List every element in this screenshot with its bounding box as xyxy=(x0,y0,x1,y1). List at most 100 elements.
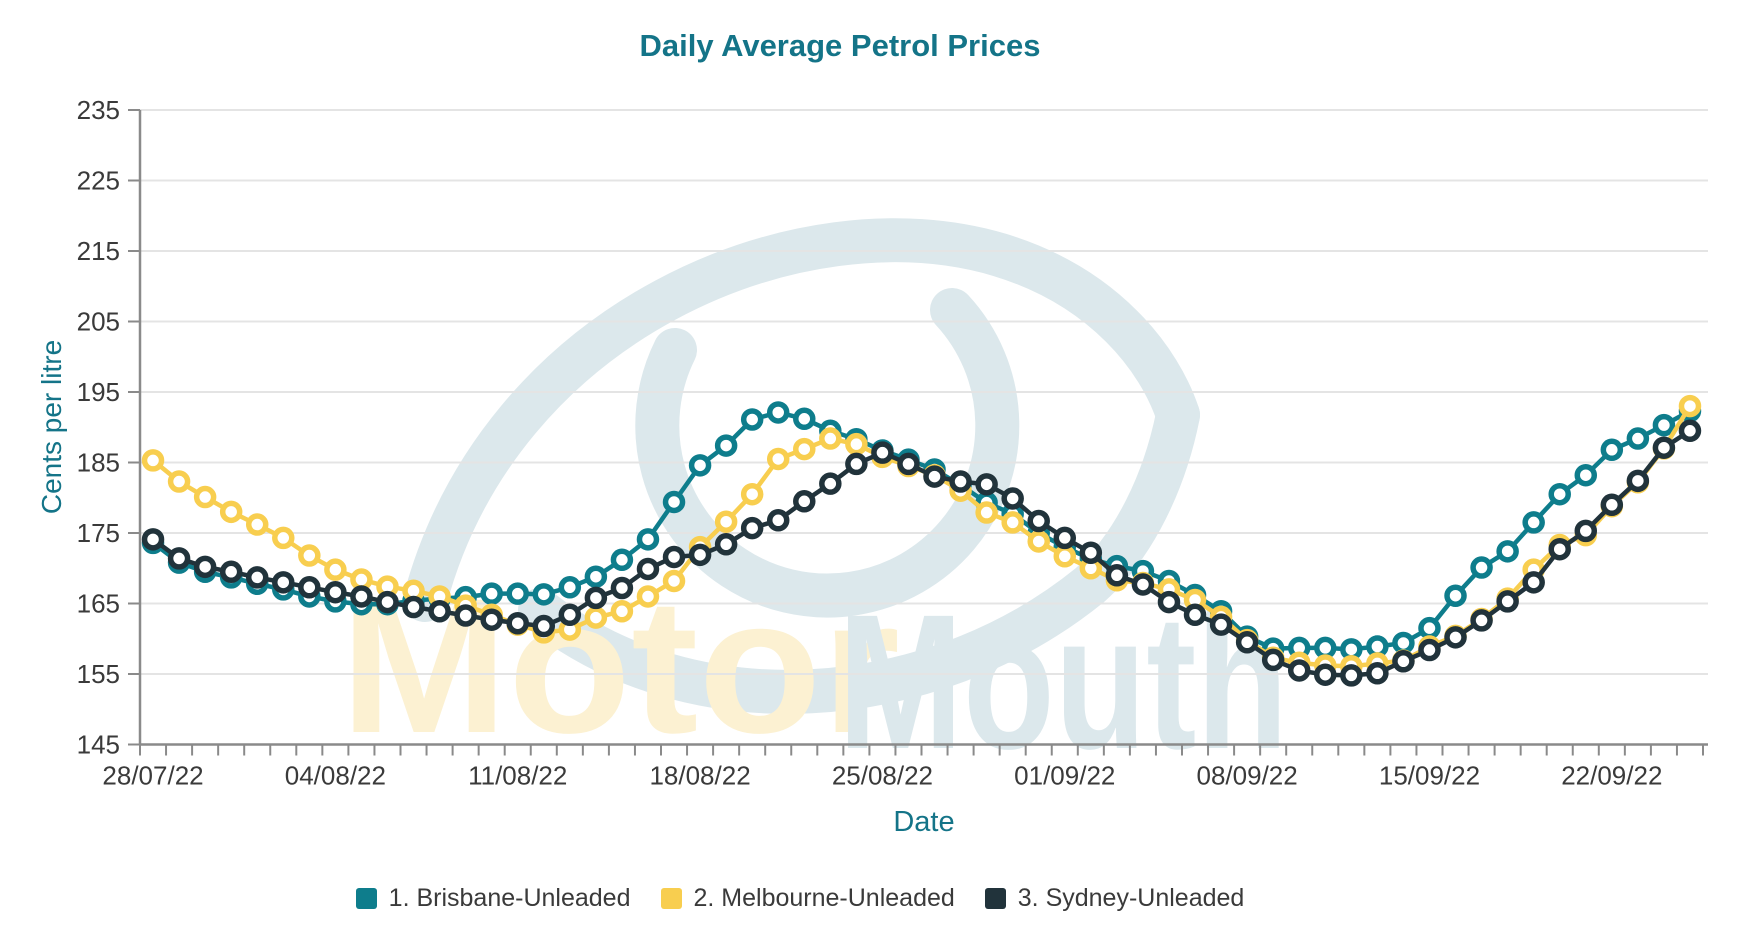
data-point-sydney[interactable]: 05/09/22: 165.2 xyxy=(1157,590,1181,614)
data-point-melbourne[interactable]: 29/08/22: 177.9 xyxy=(975,501,998,524)
data-point-sydney[interactable]: 01/09/22: 174.3 xyxy=(1053,526,1077,550)
data-point-brisbane[interactable]: 24/09/22: 190.3 xyxy=(1652,413,1676,437)
data-point-sydney[interactable]: 14/09/22: 156.8 xyxy=(1392,650,1415,673)
data-point-sydney[interactable]: 17/08/22: 171.6 xyxy=(662,545,686,569)
data-point-sydney[interactable]: 14/08/22: 165.8 xyxy=(584,586,608,610)
data-point-brisbane[interactable]: 22/09/22: 186.8 xyxy=(1600,438,1624,462)
data-point-brisbane[interactable]: 17/08/22: 179.4 xyxy=(662,490,686,514)
data-point-sydney[interactable]: 09/09/22: 157 xyxy=(1261,648,1285,672)
legend-item-brisbane[interactable]: 1. Brisbane-Unleaded xyxy=(355,884,631,913)
data-point-melbourne[interactable]: 15/08/22: 163.9 xyxy=(610,600,634,623)
data-point-sydney[interactable]: 10/09/22: 155.5 xyxy=(1287,659,1311,682)
data-point-sydney[interactable]: 31/07/22: 169.5 xyxy=(219,560,243,584)
data-point-sydney[interactable]: 02/09/22: 172.2 xyxy=(1079,541,1103,564)
data-point-melbourne[interactable]: 24/08/22: 187.6 xyxy=(845,432,868,456)
data-point-melbourne[interactable]: 14/08/22: 163 xyxy=(584,606,608,629)
data-point-sydney[interactable]: 21/08/22: 176.8 xyxy=(766,509,790,532)
data-point-sydney[interactable]: 08/09/22: 159.5 xyxy=(1235,631,1259,654)
data-point-brisbane[interactable]: 18/08/22: 184.6 xyxy=(688,454,712,477)
data-point-brisbane[interactable]: 13/08/22: 167.3 xyxy=(558,576,582,599)
data-point-brisbane[interactable]: 15/09/22: 161.5 xyxy=(1418,616,1441,640)
data-point-melbourne[interactable]: 01/09/22: 171.7 xyxy=(1053,545,1077,568)
data-point-melbourne[interactable]: 04/08/22: 169.8 xyxy=(324,558,347,581)
data-point-sydney[interactable]: 07/08/22: 164.5 xyxy=(402,595,425,619)
data-point-sydney[interactable]: 04/08/22: 166.6 xyxy=(324,580,347,604)
data-point-sydney[interactable]: 29/07/22: 171.4 xyxy=(167,547,191,570)
data-point-melbourne[interactable]: 19/08/22: 176.6 xyxy=(714,510,738,533)
data-point-sydney[interactable]: 11/09/22: 154.9 xyxy=(1314,663,1337,686)
data-point-melbourne[interactable]: 21/08/22: 185.5 xyxy=(766,447,790,471)
data-point-sydney[interactable]: 17/09/22: 162.6 xyxy=(1470,609,1493,632)
data-point-melbourne[interactable]: 03/08/22: 171.8 xyxy=(298,544,321,567)
data-point-melbourne[interactable]: 25/09/22: 193 xyxy=(1678,394,1702,418)
data-point-sydney[interactable]: 12/09/22: 154.8 xyxy=(1340,664,1363,687)
data-point-sydney[interactable]: 04/09/22: 167.7 xyxy=(1131,573,1155,596)
data-point-sydney[interactable]: 28/07/22: 174.1 xyxy=(141,528,165,551)
data-point-melbourne[interactable]: 30/08/22: 176.5 xyxy=(1001,511,1024,534)
data-point-sydney[interactable]: 28/08/22: 182.3 xyxy=(949,470,972,493)
data-point-sydney[interactable]: 10/08/22: 162.7 xyxy=(480,608,503,631)
data-point-sydney[interactable]: 19/08/22: 173.4 xyxy=(714,533,738,556)
data-point-sydney[interactable]: 19/09/22: 168 xyxy=(1522,571,1545,594)
data-point-sydney[interactable]: 26/08/22: 184.8 xyxy=(897,452,920,476)
legend-item-melbourne[interactable]: 2. Melbourne-Unleaded xyxy=(660,884,955,913)
data-point-sydney[interactable]: 01/08/22: 168.7 xyxy=(245,566,269,589)
data-point-brisbane[interactable]: 15/08/22: 171.2 xyxy=(610,548,634,572)
data-point-melbourne[interactable]: 23/08/22: 188.4 xyxy=(819,427,842,450)
data-point-melbourne[interactable]: 17/08/22: 168.2 xyxy=(662,569,686,593)
data-point-sydney[interactable]: 05/08/22: 166 xyxy=(350,585,373,608)
data-point-sydney[interactable]: 13/08/22: 163.4 xyxy=(558,603,582,627)
data-point-brisbane[interactable]: 14/09/22: 159.4 xyxy=(1392,631,1415,655)
data-point-brisbane[interactable]: 19/08/22: 187.4 xyxy=(714,434,738,457)
data-point-brisbane[interactable]: 19/09/22: 176.5 xyxy=(1522,511,1545,534)
data-point-sydney[interactable]: 20/08/22: 175.7 xyxy=(740,516,764,540)
data-point-melbourne[interactable]: 29/07/22: 182.3 xyxy=(167,470,191,493)
data-point-sydney[interactable]: 29/08/22: 181.9 xyxy=(975,473,998,496)
data-point-sydney[interactable]: 18/08/22: 171.9 xyxy=(688,543,712,567)
data-point-sydney[interactable]: 25/09/22: 189.5 xyxy=(1678,419,1702,443)
data-point-sydney[interactable]: 09/08/22: 163.3 xyxy=(454,604,477,627)
data-point-sydney[interactable]: 03/08/22: 167.3 xyxy=(298,576,321,599)
data-point-sydney[interactable]: 24/09/22: 187.1 xyxy=(1652,436,1676,459)
data-point-brisbane[interactable]: 14/08/22: 168.8 xyxy=(584,565,608,588)
data-point-sydney[interactable]: 24/08/22: 184.8 xyxy=(845,452,868,476)
data-point-sydney[interactable]: 27/08/22: 183 xyxy=(923,465,946,488)
data-point-melbourne[interactable]: 22/08/22: 186.9 xyxy=(793,437,816,461)
data-point-melbourne[interactable]: 01/08/22: 176.2 xyxy=(245,513,269,536)
data-point-melbourne[interactable]: 30/07/22: 180.1 xyxy=(193,485,217,509)
data-point-brisbane[interactable]: 23/09/22: 188.4 xyxy=(1626,427,1650,450)
data-point-melbourne[interactable]: 16/08/22: 166 xyxy=(636,585,660,608)
data-point-melbourne[interactable]: 28/07/22: 185.3 xyxy=(141,449,165,472)
data-point-sydney[interactable]: 23/08/22: 182 xyxy=(819,472,842,495)
data-point-melbourne[interactable]: 31/07/22: 178 xyxy=(219,500,243,524)
data-point-sydney[interactable]: 02/08/22: 168 xyxy=(272,571,295,594)
data-point-brisbane[interactable]: 20/08/22: 191.1 xyxy=(740,408,764,431)
data-point-brisbane[interactable]: 16/08/22: 174.1 xyxy=(636,528,660,551)
data-point-brisbane[interactable]: 21/09/22: 183.2 xyxy=(1574,463,1598,487)
legend-item-sydney[interactable]: 3. Sydney-Unleaded xyxy=(984,884,1244,913)
data-point-sydney[interactable]: 30/08/22: 179.9 xyxy=(1001,487,1024,510)
data-point-sydney[interactable]: 25/08/22: 186.4 xyxy=(871,441,894,464)
data-point-brisbane[interactable]: 20/09/22: 180.5 xyxy=(1548,482,1571,506)
data-point-sydney[interactable]: 22/09/22: 179 xyxy=(1600,493,1624,517)
data-point-sydney[interactable]: 31/08/22: 176.7 xyxy=(1027,509,1050,533)
data-point-sydney[interactable]: 12/08/22: 161.8 xyxy=(532,614,556,638)
data-point-sydney[interactable]: 06/08/22: 165.2 xyxy=(376,590,399,614)
data-point-sydney[interactable]: 16/09/22: 160.2 xyxy=(1444,626,1467,649)
data-point-sydney[interactable]: 30/07/22: 170.2 xyxy=(193,555,217,579)
data-point-sydney[interactable]: 13/09/22: 155.1 xyxy=(1366,662,1389,685)
data-point-sydney[interactable]: 06/09/22: 163.4 xyxy=(1183,603,1207,627)
data-point-sydney[interactable]: 22/08/22: 179.5 xyxy=(793,490,816,513)
data-point-sydney[interactable]: 03/09/22: 169 xyxy=(1105,564,1129,587)
data-point-melbourne[interactable]: 20/08/22: 180.5 xyxy=(740,482,764,506)
data-point-sydney[interactable]: 18/09/22: 165.3 xyxy=(1496,590,1519,613)
data-point-brisbane[interactable]: 12/08/22: 166.3 xyxy=(532,583,556,606)
data-point-sydney[interactable]: 15/08/22: 167.2 xyxy=(610,576,634,600)
data-point-brisbane[interactable]: 11/09/22: 158.7 xyxy=(1314,636,1337,660)
data-point-brisbane[interactable]: 11/08/22: 166.4 xyxy=(506,582,529,605)
data-point-melbourne[interactable]: 31/08/22: 173.8 xyxy=(1027,530,1050,553)
data-point-sydney[interactable]: 08/08/22: 163.9 xyxy=(428,600,451,623)
data-point-sydney[interactable]: 23/09/22: 182.4 xyxy=(1626,469,1650,493)
data-point-sydney[interactable]: 16/08/22: 169.9 xyxy=(636,557,660,581)
data-point-brisbane[interactable]: 17/09/22: 170.1 xyxy=(1470,556,1493,579)
